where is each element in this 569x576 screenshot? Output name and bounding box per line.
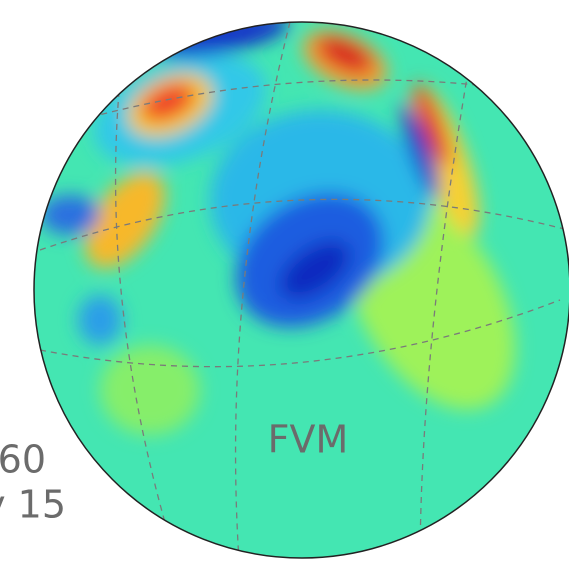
page: FVM 160 y 15 (() => { const data = JSON.… xyxy=(0,0,569,576)
side-text: 160 xyxy=(0,438,46,482)
figure: FVM 160 y 15 xyxy=(0,0,569,576)
method-label: FVM xyxy=(268,418,349,462)
sphere-field xyxy=(0,0,569,576)
side-text: y 15 xyxy=(0,483,66,527)
